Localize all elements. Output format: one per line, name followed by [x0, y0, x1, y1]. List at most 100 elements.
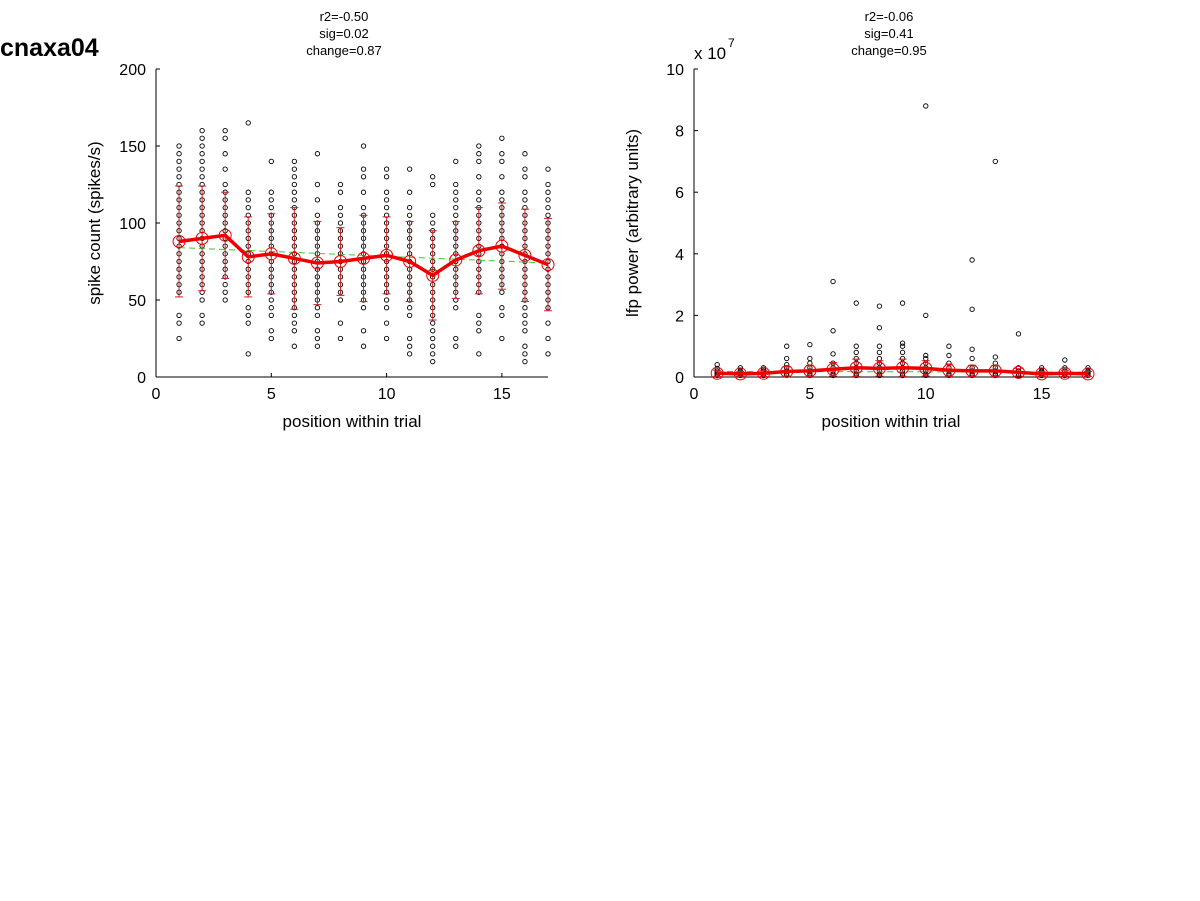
- right-point-65: [899, 343, 906, 349]
- left-point-87: [268, 335, 274, 342]
- left-ylabel: spike count (spikes/s): [85, 141, 104, 304]
- left-point-358: [545, 166, 551, 172]
- right-xtick-label-2: 10: [917, 386, 935, 403]
- left-mean-marker-2: [218, 228, 232, 242]
- left-point-64: [222, 166, 228, 172]
- left-point-335: [522, 174, 528, 180]
- left-point-293: [499, 312, 505, 319]
- left-point-233: [430, 320, 436, 326]
- left-point-209: [406, 343, 413, 349]
- left-point-291: [476, 143, 482, 149]
- right-xtick-label-1: 5: [805, 386, 814, 403]
- left-point-167: [337, 181, 344, 188]
- left-point-271: [476, 328, 482, 334]
- left-xlabel: position within trial: [283, 412, 422, 431]
- right-mean-line: [717, 366, 1089, 376]
- left-point-269: [453, 158, 459, 165]
- left-point-125: [291, 197, 298, 203]
- left-point-268: [453, 181, 459, 188]
- left-point-44: [199, 151, 205, 157]
- left-point-309: [499, 174, 505, 180]
- left-point-71: [245, 305, 251, 311]
- left-point-129: [291, 166, 298, 172]
- right-xtick-label-0: 0: [690, 386, 699, 403]
- left-ytick-label-3: 150: [119, 139, 146, 156]
- left-point-149: [314, 181, 321, 188]
- right-point-97: [992, 354, 998, 360]
- left-xtick-label-3: 15: [493, 386, 511, 403]
- right-mean-marker-10: [942, 363, 956, 377]
- left-point-132: [314, 335, 321, 342]
- left-point-273: [476, 312, 482, 319]
- left-point-205: [383, 189, 390, 195]
- left-mean-marker-15: [518, 248, 532, 262]
- left-point-89: [268, 312, 274, 319]
- left-errorbar-16: [544, 217, 552, 312]
- right-point-118: [1085, 365, 1091, 371]
- right-mean-marker-16: [1081, 367, 1095, 381]
- right-point-57: [876, 303, 883, 309]
- left-point-249: [430, 174, 436, 180]
- right-mean-marker-9: [919, 361, 933, 375]
- right-plot-title: r2=-0.06 sig=0.41 change=0.95: [789, 8, 989, 59]
- right-point-55: [876, 343, 883, 349]
- left-point-313: [522, 358, 528, 365]
- left-title-line-2: sig=0.02: [319, 26, 369, 41]
- left-point-168: [360, 343, 367, 349]
- left-point-0: [176, 335, 182, 342]
- left-point-187: [360, 143, 367, 149]
- left-point-126: [291, 189, 298, 195]
- left-mean-marker-8: [357, 251, 371, 265]
- right-point-47: [853, 300, 859, 306]
- left-ytick-label-1: 50: [128, 293, 146, 310]
- left-point-170: [360, 305, 367, 311]
- left-xtick-label-1: 5: [267, 386, 276, 403]
- left-point-90: [268, 305, 274, 311]
- left-point-109: [291, 320, 298, 326]
- left-point-251: [453, 335, 459, 342]
- left-point-84: [245, 197, 251, 203]
- left-point-135: [314, 305, 321, 311]
- left-point-189: [383, 320, 390, 326]
- left-mean-marker-13: [472, 244, 486, 258]
- left-point-151: [337, 335, 344, 342]
- left-xtick-label-2: 10: [378, 386, 396, 403]
- left-point-46: [199, 135, 205, 141]
- right-point-74: [923, 352, 929, 359]
- left-point-25: [199, 297, 205, 303]
- left-point-169: [360, 328, 367, 334]
- left-point-50: [222, 281, 228, 288]
- right-point-64: [899, 349, 906, 356]
- left-point-225: [406, 204, 413, 211]
- left-point-339: [545, 335, 551, 342]
- right-point-89: [969, 346, 975, 352]
- right-mean-marker-8: [896, 361, 910, 375]
- left-point-49: [222, 289, 228, 295]
- left-point-48: [222, 297, 228, 303]
- right-point-22: [784, 355, 790, 362]
- left-point-264: [453, 212, 459, 218]
- left-point-47: [199, 127, 205, 134]
- left-point-314: [522, 351, 528, 357]
- right-mean-marker-2: [757, 366, 771, 380]
- right-point-66: [899, 340, 906, 346]
- left-point-228: [430, 358, 436, 365]
- left-point-103: [268, 204, 274, 211]
- left-point-316: [522, 328, 528, 334]
- left-point-22: [176, 143, 182, 149]
- right-point-30: [807, 342, 813, 348]
- left-point-229: [430, 351, 436, 357]
- left-point-191: [383, 297, 390, 303]
- left-point-83: [245, 204, 251, 211]
- left-ytick-label-2: 100: [119, 216, 146, 233]
- left-point-185: [360, 174, 367, 180]
- left-point-337: [522, 151, 528, 157]
- left-point-226: [406, 189, 413, 195]
- right-point-53: [876, 355, 883, 362]
- left-point-153: [337, 297, 344, 303]
- right-point-29: [807, 355, 813, 362]
- right-mean-marker-7: [872, 361, 886, 375]
- right-point-67: [899, 300, 906, 306]
- right-point-103: [1015, 331, 1022, 337]
